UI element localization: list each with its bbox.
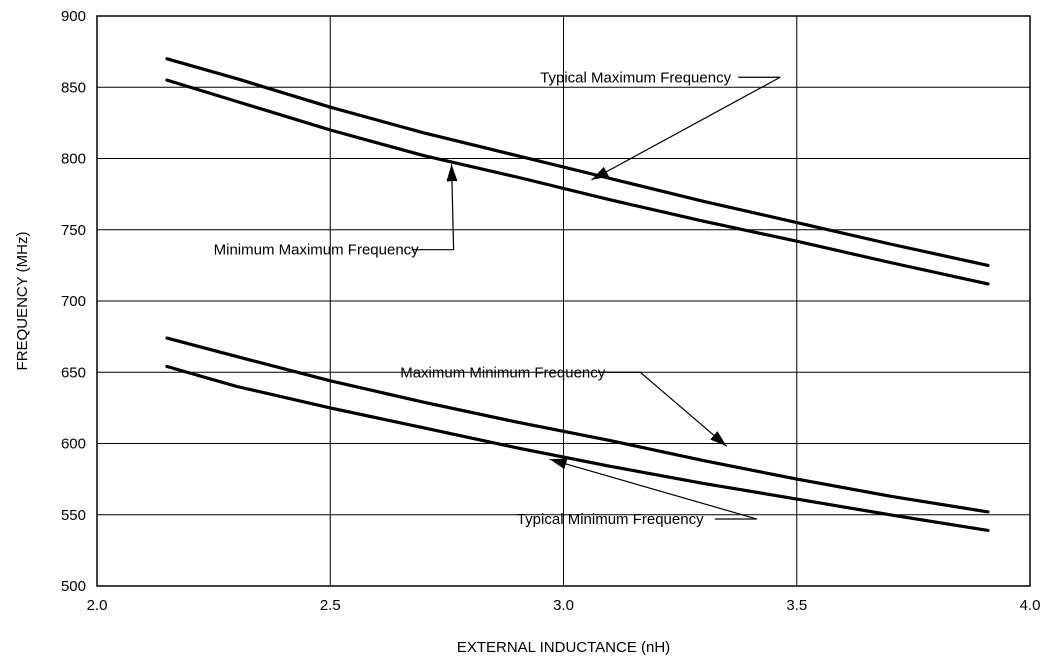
y-tick-label: 550 — [61, 507, 86, 524]
x-tick-label: 3.0 — [553, 597, 574, 614]
arrowhead — [446, 164, 458, 182]
y-tick-labels: 500 550 600 650 700 750 800 850 900 — [61, 8, 86, 595]
x-tick-label: 2.0 — [87, 597, 108, 614]
annotation-label: Minimum Maximum Frequency — [214, 242, 420, 259]
series-line-1 — [165, 57, 990, 267]
series-group — [165, 57, 990, 533]
y-tick-label: 700 — [61, 293, 86, 310]
annotations-group: Typical Maximum Frequency Minimum Maximum… — [214, 69, 781, 528]
y-tick-label: 750 — [61, 222, 86, 239]
arrowhead — [549, 458, 568, 470]
annotation-2: Minimum Maximum Frequency — [214, 164, 458, 259]
y-tick-label: 900 — [61, 8, 86, 25]
x-tick-label: 2.5 — [320, 597, 341, 614]
y-tick-label: 850 — [61, 79, 86, 96]
x-tick-label: 3.5 — [786, 597, 807, 614]
annotation-label: Maximum Minimum Frequency — [400, 364, 606, 381]
y-tick-label: 800 — [61, 151, 86, 168]
x-tick-label: 4.0 — [1020, 597, 1041, 614]
annotation-label: Typical Minimum Frequency — [517, 511, 704, 528]
annotation-3: Maximum Minimum Frequency — [400, 364, 728, 447]
leader-line — [591, 76, 781, 181]
leader-line — [598, 371, 728, 447]
leader-line — [411, 164, 455, 251]
series-line-2 — [165, 78, 990, 286]
x-axis-title: EXTERNAL INDUCTANCE (nH) — [457, 639, 670, 656]
annotation-label: Typical Maximum Frequency — [540, 69, 731, 86]
arrowhead — [591, 166, 610, 180]
y-tick-label: 500 — [61, 578, 86, 595]
series-line-3 — [165, 336, 990, 514]
annotation-4: Typical Minimum Frequency — [517, 458, 758, 528]
y-tick-label: 650 — [61, 364, 86, 381]
arrowhead — [710, 431, 727, 447]
annotation-1: Typical Maximum Frequency — [540, 69, 781, 181]
series-line-4 — [165, 364, 990, 533]
y-tick-label: 600 — [61, 436, 86, 453]
grid-lines — [97, 16, 1030, 586]
y-axis-title: FREQUENCY (MHz) — [14, 232, 31, 371]
x-tick-labels: 2.0 2.5 3.0 3.5 4.0 — [87, 597, 1041, 614]
leader-line — [549, 458, 758, 520]
plot-area-frame — [96, 15, 1031, 587]
